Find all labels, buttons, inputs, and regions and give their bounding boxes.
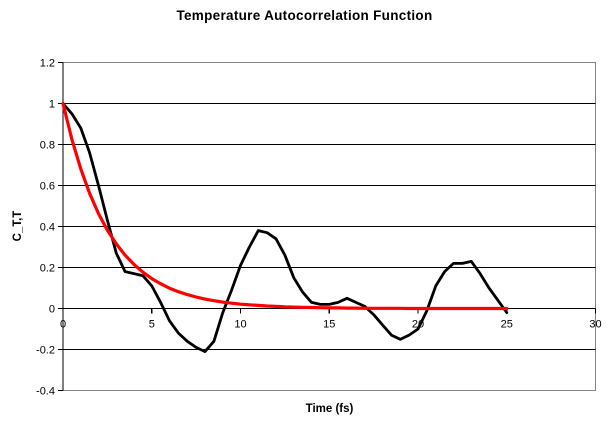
y-tick-label-1: 1 xyxy=(49,99,55,111)
x-tick-label-5: 5 xyxy=(149,319,155,331)
y-tick-label-0.2: 0.2 xyxy=(40,263,55,275)
chart-title: Temperature Autocorrelation Function xyxy=(176,8,433,23)
x-tick-label-30: 30 xyxy=(589,319,601,331)
x-tick-label-15: 15 xyxy=(323,319,335,331)
y-tick-label--0.2: -0.2 xyxy=(36,345,55,357)
y-tick-label-0: 0 xyxy=(49,304,55,316)
x-axis-title: Time (fs) xyxy=(305,403,354,415)
series-red-line-exponential-decay xyxy=(61,101,509,311)
y-tick-label-0.6: 0.6 xyxy=(40,181,55,193)
y-tick-label-0.4: 0.4 xyxy=(40,222,55,234)
y-tick-label-1.2: 1.2 xyxy=(40,58,55,70)
series-black-line-autocorrelation xyxy=(61,102,509,354)
x-tick-label-0: 0 xyxy=(60,319,66,331)
x-tick-label-25: 25 xyxy=(501,319,513,331)
y-tick-label-0.8: 0.8 xyxy=(40,140,55,152)
y-tick-label--0.4: -0.4 xyxy=(36,386,55,398)
x-tick-label-10: 10 xyxy=(234,319,246,331)
